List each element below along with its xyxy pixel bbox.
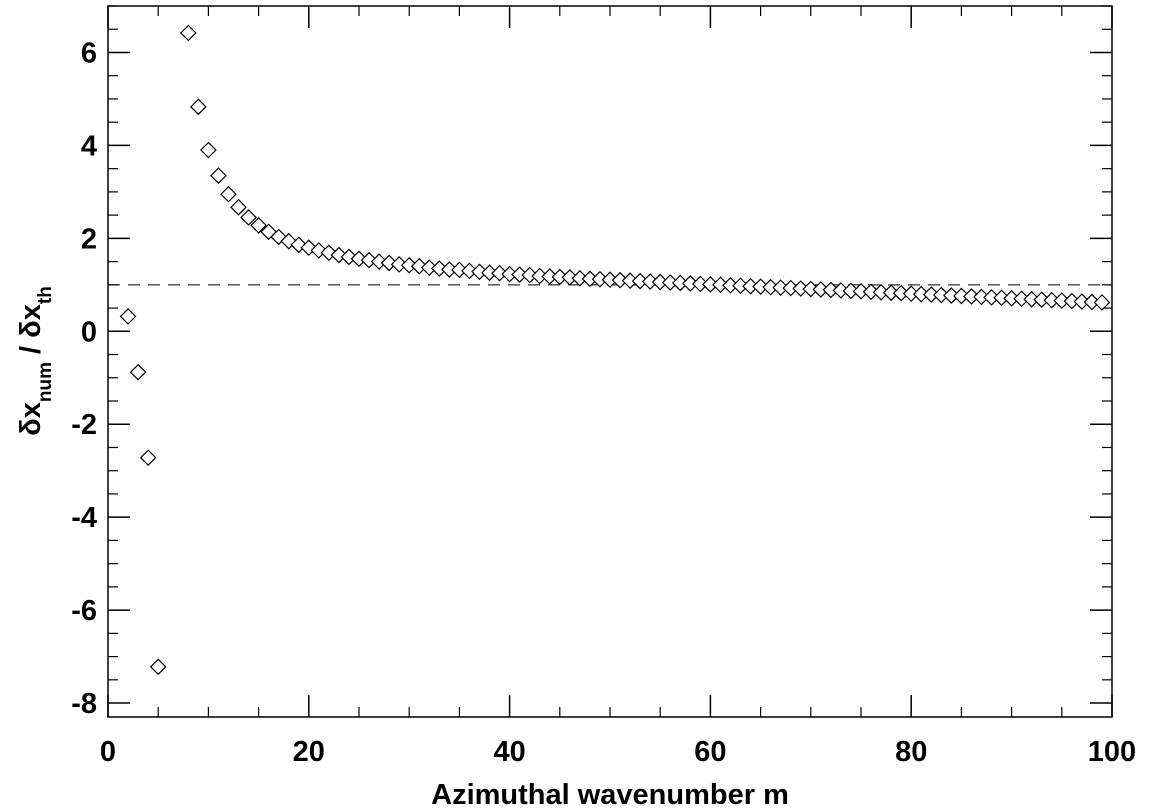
data-point [310,242,328,259]
x-tick-label: 40 [493,736,525,768]
x-tick-label: 80 [895,736,927,768]
x-tick-label: 60 [694,736,726,768]
x-axis-title: Azimuthal wavenumber m [431,779,789,811]
data-point [420,259,438,276]
data-point [491,264,508,282]
y-tick-label: -2 [71,409,97,441]
data-point [250,216,267,234]
y-axis-title: δxnum / δxth [15,286,56,436]
data-point [230,198,247,216]
data-point [561,269,579,286]
data-point [521,266,539,284]
data-point [210,167,227,184]
data-point [451,261,468,279]
y-tick-label: -6 [71,595,97,627]
y-tick-label: 2 [81,223,97,255]
y-tick-label: 4 [81,130,97,162]
data-point [129,363,147,381]
data-points [119,24,1111,676]
data-point [410,257,428,275]
data-point [1093,294,1111,311]
data-point [400,256,418,274]
data-point [380,254,398,272]
data-point [350,250,368,268]
data-point [200,141,217,159]
data-point [430,260,448,277]
x-tick-label: 100 [1088,736,1136,768]
x-tick-label: 20 [293,736,325,768]
plot-frame [107,5,1113,718]
data-point [461,262,478,280]
y-tick-label: 6 [81,37,97,69]
data-point [471,263,488,281]
data-point [360,251,378,269]
minor-ticks [108,5,1112,717]
data-point [179,24,197,42]
data-point [240,209,257,226]
y-tick-label: -4 [71,502,97,534]
data-point [370,253,388,270]
data-point [390,256,408,273]
x-tick-label: 0 [100,736,116,768]
data-point [119,308,137,325]
data-point [190,98,207,116]
data-point [330,246,348,264]
data-point [149,658,167,676]
y-tick-labels: -8 -6 -4 -2 0 2 4 6 [71,37,97,720]
data-point [139,449,157,467]
major-ticks [107,6,1113,717]
y-tick-label: 0 [81,316,97,348]
data-point [220,185,237,203]
x-tick-labels: 0 20 40 60 80 100 [100,736,1136,768]
y-tick-label: -8 [71,688,97,720]
